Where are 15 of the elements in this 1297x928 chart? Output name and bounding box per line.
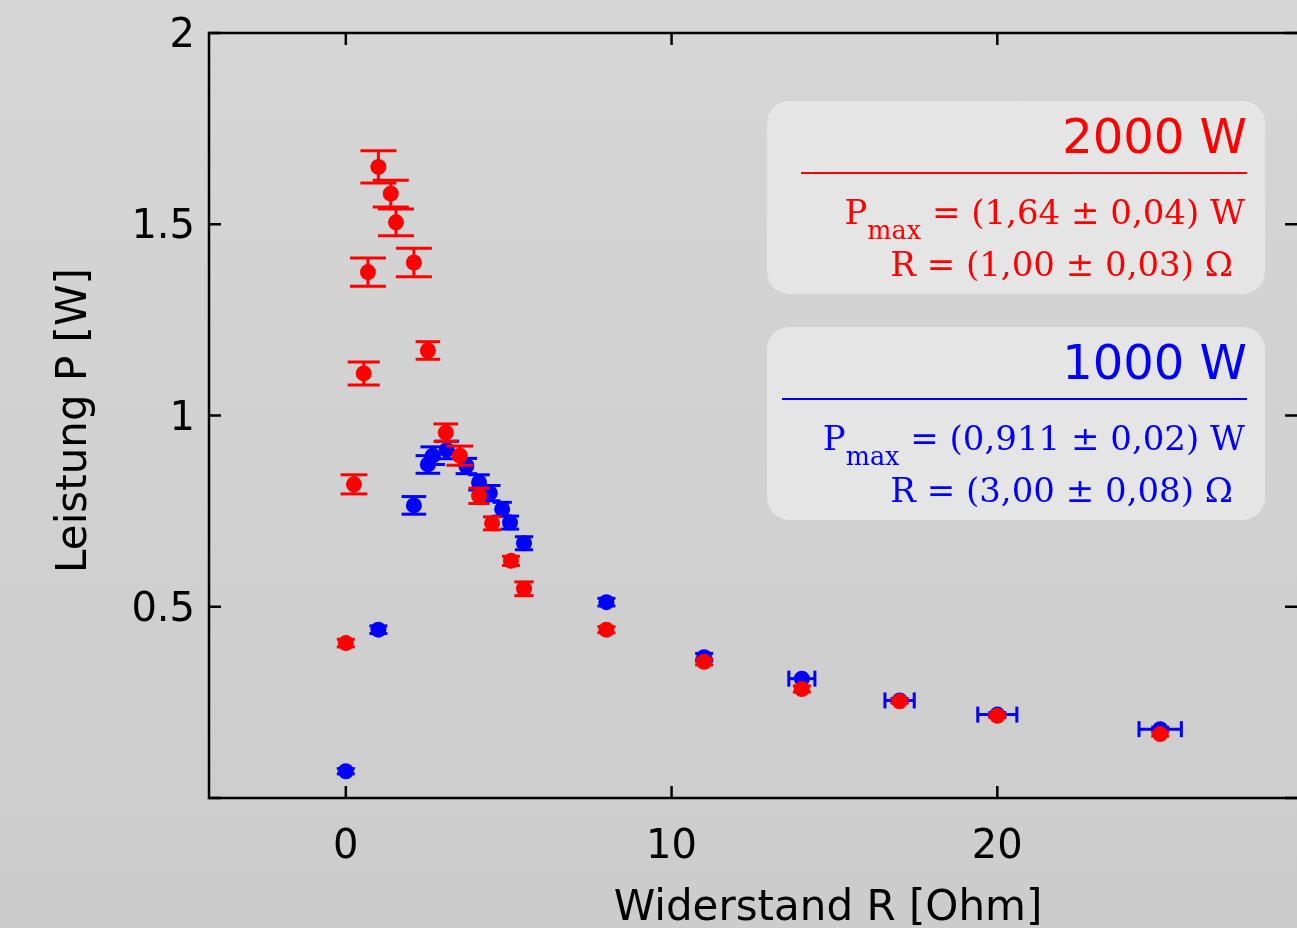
annotation: R = (3,00 ± 0,08) Ω <box>890 470 1233 510</box>
y-axis-title: Leistung P [W] <box>47 268 96 573</box>
y-tick-label: 1 <box>169 392 195 439</box>
y-tick-label: 0.5 <box>131 583 195 630</box>
x-tick-label: 20 <box>971 821 1023 867</box>
annotation: R = (1,00 ± 0,03) Ω <box>890 244 1233 284</box>
x-axis-title: Widerstand R [Ohm] <box>613 881 1043 928</box>
annotation: P$_{max}$ = (1,64 ± 0,04) W <box>844 192 1246 245</box>
text: 1000 W <box>1062 334 1247 390</box>
text: 2000 W <box>1062 108 1247 164</box>
x-tick-label: 0 <box>333 821 359 867</box>
y-tick-label: 1.5 <box>131 201 195 248</box>
annotation: P$_{max}$ = (0,911 ± 0,02) W <box>822 418 1246 471</box>
x-tick-label: 10 <box>646 821 698 867</box>
y-tick-label: 2 <box>169 10 195 56</box>
